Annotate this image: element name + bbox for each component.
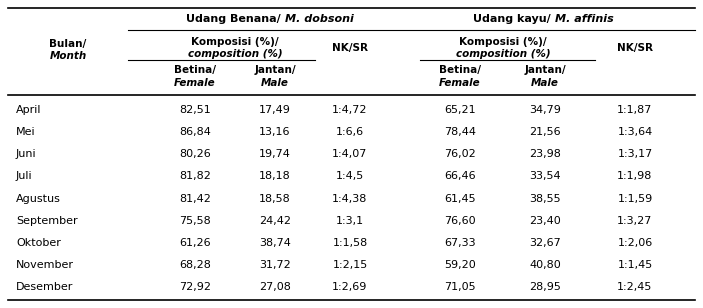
Text: 1:6,6: 1:6,6: [336, 127, 364, 137]
Text: Jantan/: Jantan/: [254, 65, 296, 75]
Text: 66,46: 66,46: [444, 172, 476, 181]
Text: 81,82: 81,82: [179, 172, 211, 181]
Text: 23,40: 23,40: [529, 216, 561, 226]
Text: M. dobsoni: M. dobsoni: [285, 14, 354, 24]
Text: 13,16: 13,16: [259, 127, 291, 137]
Text: 40,80: 40,80: [529, 260, 561, 270]
Text: Desember: Desember: [16, 282, 73, 292]
Text: Betina/: Betina/: [439, 65, 481, 75]
Text: 82,51: 82,51: [179, 105, 211, 115]
Text: 81,42: 81,42: [179, 194, 211, 204]
Text: composition (%): composition (%): [456, 49, 550, 59]
Text: 19,74: 19,74: [259, 149, 291, 159]
Text: 1:4,07: 1:4,07: [333, 149, 368, 159]
Text: Juli: Juli: [16, 172, 32, 181]
Text: 61,26: 61,26: [179, 238, 211, 248]
Text: 1:1,98: 1:1,98: [617, 172, 652, 181]
Text: 1:1,58: 1:1,58: [333, 238, 368, 248]
Text: composition (%): composition (%): [188, 49, 283, 59]
Text: 59,20: 59,20: [444, 260, 476, 270]
Text: Male: Male: [261, 78, 289, 88]
Text: Komposisi (%)/: Komposisi (%)/: [191, 37, 279, 47]
Text: Oktober: Oktober: [16, 238, 61, 248]
Text: 1:3,1: 1:3,1: [336, 216, 364, 226]
Text: Jantan/: Jantan/: [524, 65, 566, 75]
Text: 32,67: 32,67: [529, 238, 561, 248]
Text: 1:4,5: 1:4,5: [336, 172, 364, 181]
Text: Komposisi (%)/: Komposisi (%)/: [459, 37, 547, 47]
Text: 86,84: 86,84: [179, 127, 211, 137]
Text: 1:2,69: 1:2,69: [333, 282, 368, 292]
Text: Udang kayu/: Udang kayu/: [473, 14, 555, 24]
Text: 1:1,45: 1:1,45: [617, 260, 652, 270]
Text: Betina/: Betina/: [174, 65, 216, 75]
Text: 38,74: 38,74: [259, 238, 291, 248]
Text: 67,33: 67,33: [444, 238, 476, 248]
Text: 1:4,38: 1:4,38: [333, 194, 368, 204]
Text: 18,18: 18,18: [259, 172, 291, 181]
Text: 1:4,72: 1:4,72: [333, 105, 368, 115]
Text: 1:2,45: 1:2,45: [617, 282, 652, 292]
Text: 1:1,59: 1:1,59: [617, 194, 652, 204]
Text: 72,92: 72,92: [179, 282, 211, 292]
Text: Agustus: Agustus: [16, 194, 61, 204]
Text: 18,58: 18,58: [259, 194, 291, 204]
Text: 21,56: 21,56: [529, 127, 561, 137]
Text: Female: Female: [439, 78, 481, 88]
Text: 1:3,17: 1:3,17: [617, 149, 652, 159]
Text: Male: Male: [531, 78, 559, 88]
Text: November: November: [16, 260, 74, 270]
Text: Mei: Mei: [16, 127, 36, 137]
Text: April: April: [16, 105, 41, 115]
Text: 38,55: 38,55: [529, 194, 561, 204]
Text: 76,60: 76,60: [444, 216, 476, 226]
Text: M. affinis: M. affinis: [555, 14, 614, 24]
Text: 27,08: 27,08: [259, 282, 291, 292]
Text: 23,98: 23,98: [529, 149, 561, 159]
Text: Juni: Juni: [16, 149, 37, 159]
Text: 71,05: 71,05: [444, 282, 476, 292]
Text: 33,54: 33,54: [529, 172, 561, 181]
Text: 68,28: 68,28: [179, 260, 211, 270]
Text: 34,79: 34,79: [529, 105, 561, 115]
Text: 1:3,64: 1:3,64: [617, 127, 652, 137]
Text: 1:3,27: 1:3,27: [617, 216, 652, 226]
Text: NK/SR: NK/SR: [332, 43, 368, 53]
Text: September: September: [16, 216, 77, 226]
Text: 17,49: 17,49: [259, 105, 291, 115]
Text: 75,58: 75,58: [179, 216, 211, 226]
Text: NK/SR: NK/SR: [617, 43, 653, 53]
Text: 61,45: 61,45: [444, 194, 476, 204]
Text: 28,95: 28,95: [529, 282, 561, 292]
Text: 1:2,06: 1:2,06: [617, 238, 652, 248]
Text: 78,44: 78,44: [444, 127, 476, 137]
Text: 65,21: 65,21: [444, 105, 476, 115]
Text: 76,02: 76,02: [444, 149, 476, 159]
Text: Udang Benana/: Udang Benana/: [186, 14, 285, 24]
Text: 24,42: 24,42: [259, 216, 291, 226]
Text: 1:1,87: 1:1,87: [617, 105, 652, 115]
Text: Bulan/: Bulan/: [49, 39, 86, 49]
Text: 1:2,15: 1:2,15: [333, 260, 368, 270]
Text: 31,72: 31,72: [259, 260, 291, 270]
Text: Month: Month: [49, 51, 86, 61]
Text: Female: Female: [174, 78, 216, 88]
Text: 80,26: 80,26: [179, 149, 211, 159]
